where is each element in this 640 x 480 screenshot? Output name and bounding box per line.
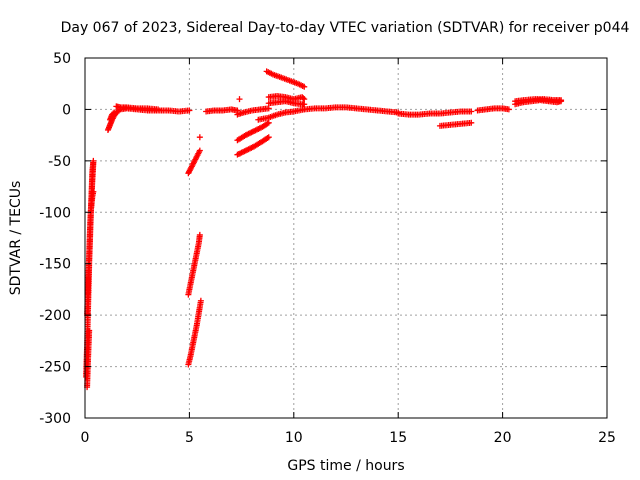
y-axis-label: SDTVAR / TECUs <box>8 181 24 296</box>
y-tick-label: -200 <box>39 308 71 324</box>
data-point <box>265 105 272 112</box>
data-point <box>196 231 203 238</box>
x-tick-label: 20 <box>494 430 512 446</box>
y-tick-label: -300 <box>39 411 71 427</box>
data-point <box>468 119 475 126</box>
data-point <box>186 107 193 114</box>
grid-lines <box>85 58 607 418</box>
chart-title: Day 067 of 2023, Sidereal Day-to-day VTE… <box>61 20 630 36</box>
x-axis-label: GPS time / hours <box>287 458 404 474</box>
data-point <box>196 134 203 141</box>
data-point <box>301 96 308 103</box>
data-point <box>301 83 308 90</box>
data-point <box>90 188 97 195</box>
data-point <box>505 106 512 113</box>
x-tick-label: 25 <box>598 430 616 446</box>
x-tick-label: 15 <box>389 430 407 446</box>
data-point <box>86 327 93 334</box>
data-point <box>300 95 307 102</box>
axis-ticks: 0 5 10 15 20 25 -300 -250 -200 -150 -100 -50 0 50 <box>39 51 616 446</box>
plot-frame <box>84 57 608 419</box>
data-point <box>468 108 475 115</box>
data-point <box>236 96 243 103</box>
y-tick-label: 50 <box>53 51 71 67</box>
data-point <box>197 297 204 304</box>
y-tick-label: 0 <box>62 102 71 118</box>
data-point <box>264 120 271 127</box>
data-point <box>301 101 308 108</box>
x-tick-label: 0 <box>81 430 90 446</box>
y-tick-label: -150 <box>39 257 71 273</box>
data-points <box>83 68 565 391</box>
y-tick-label: -50 <box>48 154 71 170</box>
data-point <box>265 134 272 141</box>
x-tick-label: 5 <box>185 430 194 446</box>
data-point <box>111 109 118 116</box>
x-tick-label: 10 <box>285 430 303 446</box>
y-tick-label: -250 <box>39 360 71 376</box>
y-tick-label: -100 <box>39 205 71 221</box>
data-point <box>90 159 97 166</box>
data-point <box>558 97 565 104</box>
data-point <box>155 106 162 113</box>
data-point <box>196 147 203 154</box>
data-point <box>110 110 117 117</box>
data-point <box>264 135 271 142</box>
data-point <box>265 119 272 126</box>
